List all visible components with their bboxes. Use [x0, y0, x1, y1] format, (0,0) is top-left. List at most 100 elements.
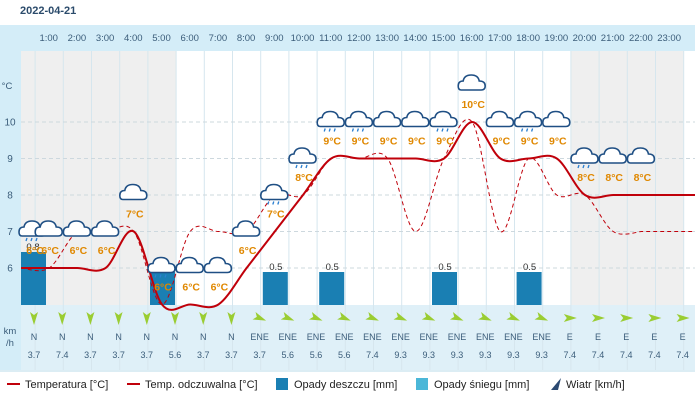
wind-unit-label: /h [6, 338, 14, 349]
cloud-icon [231, 220, 261, 237]
temperature-line [21, 120, 695, 311]
wind-arrow-icon [252, 312, 267, 321]
wind-arrow-shape [478, 312, 492, 321]
temp-value-label: 6°C [211, 282, 229, 294]
wind-arrow-shape [421, 312, 436, 321]
legend-feels-label: Temp. odczuwalna [°C] [145, 379, 258, 391]
temp-value-label: 8°C [295, 172, 313, 184]
cloud-shape [485, 110, 515, 128]
cloud-icon [119, 183, 148, 201]
temp-value-label: 6°C [70, 245, 88, 257]
raindrop [277, 201, 280, 205]
wind-direction-label: ENE [504, 332, 523, 342]
wind-arrow-shape [648, 314, 662, 322]
hour-label: 12:00 [347, 33, 371, 44]
raindrop [272, 201, 275, 205]
cloud-shape [429, 110, 458, 128]
wind-direction-label: E [651, 332, 657, 342]
temp-value-label: 7°C [126, 209, 144, 221]
hour-label: 8:00 [237, 33, 256, 44]
wind-direction-label: ENE [363, 332, 382, 342]
legend: Temperatura [°C] Temp. odczuwalna [°C] Opa… [7, 378, 625, 391]
wind-direction-label: ENE [335, 332, 354, 342]
rain-cloud-icon [570, 147, 599, 169]
hour-label: 17:00 [488, 33, 512, 44]
wind-arrow-icon [86, 312, 95, 325]
raindrop [436, 128, 439, 132]
wind-arrow-icon [421, 312, 436, 321]
night-shade [119, 51, 148, 305]
hour-label: 19:00 [544, 33, 568, 44]
left-band [0, 25, 21, 370]
y-unit-label: °C [2, 81, 13, 92]
rain-cloud-icon [316, 110, 346, 132]
weather-icons [18, 74, 656, 278]
raindrop [582, 164, 585, 169]
raindrop [164, 274, 167, 278]
night-shade [655, 51, 684, 305]
wind-arrow-icon [30, 312, 38, 325]
wind-speed-label: 7.4 [564, 350, 577, 360]
wind-arrow-icon [592, 314, 605, 322]
legend-snow-label: Opady śniegu [mm] [434, 379, 529, 391]
night-shade [627, 51, 656, 305]
wind-direction-label: N [228, 332, 235, 342]
temp-value-label: 9°C [408, 136, 426, 148]
wind-arrow-icon [280, 312, 295, 321]
cloud-shape [119, 183, 148, 201]
cloud-icon [175, 256, 204, 274]
wind-speed-label: 5.6 [310, 350, 323, 360]
wind-speed-label: 9.3 [451, 350, 464, 360]
rain-bar [21, 252, 46, 305]
wind-direction-label: N [144, 332, 151, 342]
wind-arrow-icon [449, 312, 464, 321]
cloud-icon [598, 147, 628, 164]
wind-arrow-shape [142, 312, 151, 325]
wind-speed-label: 5.6 [338, 350, 351, 360]
cloud-shape [259, 183, 289, 201]
rain-bar [319, 272, 345, 305]
wind-arrow-shape [280, 312, 295, 321]
wind-direction-label: N [59, 332, 66, 342]
raindrop [356, 128, 360, 132]
wind-arrow-shape [227, 312, 236, 325]
hour-label: 5:00 [152, 33, 171, 44]
hour-label: 4:00 [124, 33, 143, 44]
wind-arrow-icon [308, 312, 323, 321]
wind-speed-label: 3.7 [225, 350, 238, 360]
cloud-shape [231, 220, 261, 237]
raindrop [295, 164, 298, 169]
y-axis: °C 6 7 8 9 10 [2, 81, 16, 275]
wind-arrow-icon [506, 312, 520, 321]
wind-speed-label: 9.3 [423, 350, 436, 360]
wind-arrow-shape [620, 314, 634, 322]
wind-direction-label: ENE [391, 332, 410, 342]
hour-axis: 1:00 2:00 3:00 4:00 5:00 6:00 7:00 8:00 9:00 10:0… [39, 33, 681, 44]
temp-value-label: 7°C [267, 209, 285, 221]
cloud-shape [147, 256, 176, 274]
wind-arrow-shape [365, 312, 379, 321]
cloud-icon [34, 220, 64, 237]
rain-value-label: 0.8 [26, 242, 39, 253]
cloud-shape [626, 147, 656, 164]
hour-label: 18:00 [516, 33, 540, 44]
temp-value-label: 8°C [634, 172, 652, 184]
cloud-shape [90, 220, 120, 237]
wind-speed-label: 9.3 [535, 350, 548, 360]
y-tick-label: 8 [7, 191, 13, 202]
temp-value-label: 9°C [549, 136, 567, 148]
wind-direction-label: ENE [532, 332, 551, 342]
night-shade [599, 51, 628, 305]
cloud-shape [34, 220, 64, 237]
cloud-shape [316, 110, 346, 128]
rain-bar [432, 272, 457, 305]
cloud-shape [203, 256, 233, 274]
wind-arrow-icon [58, 312, 67, 325]
wind-arrow-icon [142, 312, 151, 325]
wind-direction-label: N [87, 332, 94, 342]
rain-cloud-icon [513, 110, 543, 132]
raindrop [587, 164, 590, 169]
raindrop [25, 237, 28, 242]
temp-value-label: 10°C [461, 99, 485, 111]
temperature-lines [20, 118, 695, 311]
